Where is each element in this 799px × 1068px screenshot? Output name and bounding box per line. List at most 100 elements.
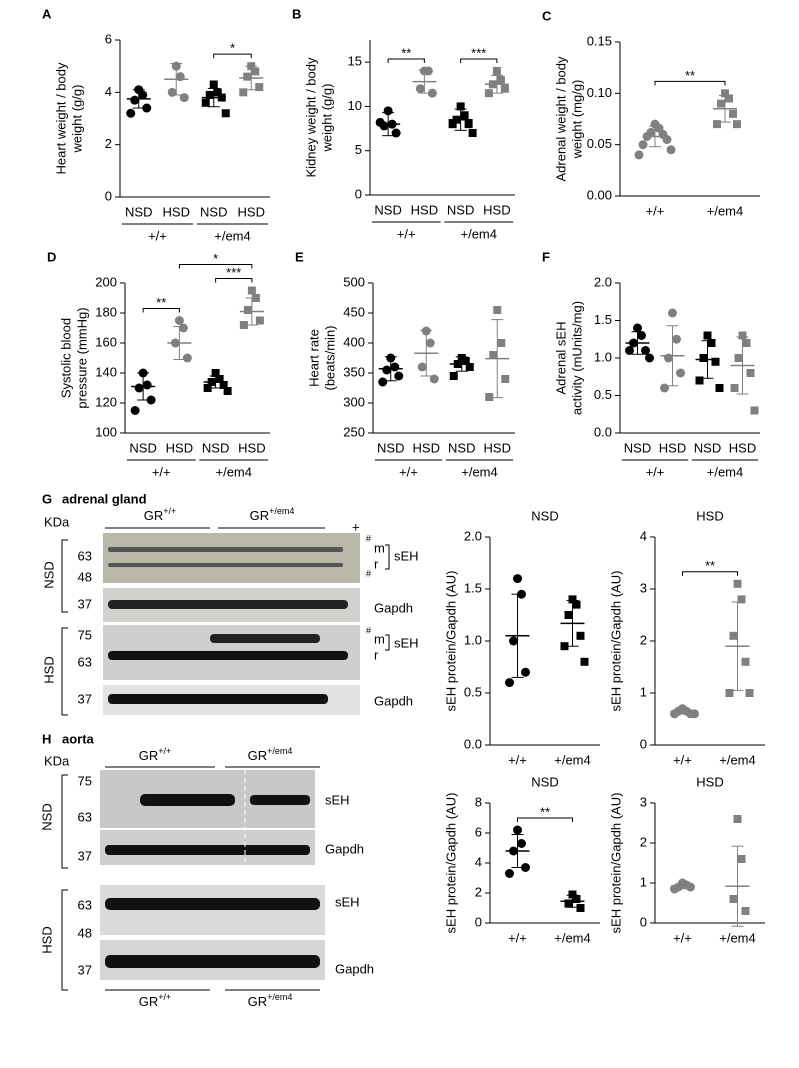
y-axis-label: sEH protein/Gapdh (AU) [443, 571, 458, 712]
y-tick-label: 250 [343, 424, 365, 439]
panel-letter: C [542, 8, 552, 23]
blot-panel-h: H aorta KDa GR+/+ GR+/em4 NSD 75 63 37 s… [39, 731, 374, 1009]
data-point [717, 99, 725, 108]
data-point [211, 369, 220, 377]
y-axis-label: Adrenal weight / body [553, 56, 568, 182]
data-point [505, 678, 514, 688]
data-point [560, 642, 569, 651]
data-point [394, 371, 404, 381]
group-label: +/em4 [216, 464, 253, 479]
bands [105, 794, 320, 968]
significance-bracket [517, 817, 573, 822]
band [105, 955, 320, 968]
kda-label: KDa [44, 514, 70, 529]
significance-bracket [387, 58, 425, 63]
y-tick-label: 4 [475, 854, 482, 869]
y-tick-label: 0.5 [464, 684, 482, 699]
genotype: +/em4 [267, 746, 292, 756]
data-point [134, 383, 144, 393]
data-point [375, 117, 385, 127]
data-point [461, 357, 470, 365]
y-tick-label: 3 [640, 794, 647, 809]
x-tick-label: HSD [166, 440, 193, 455]
y-tick-label: 1.5 [594, 312, 612, 327]
band-label: m [374, 631, 385, 646]
data-point [205, 90, 214, 99]
data-point [521, 863, 530, 872]
data-point [715, 384, 724, 392]
genotype: +/+ [158, 746, 171, 756]
y-tick-label: 350 [343, 364, 365, 379]
size-marker: 63 [78, 809, 92, 824]
x-tick-label: +/+ [673, 930, 692, 945]
data-point [468, 129, 477, 137]
data-point [142, 380, 152, 390]
protein-label: sEH [325, 792, 350, 807]
y-axis-label: sEH protein/Gapdh (AU) [608, 571, 623, 712]
data-point [509, 636, 518, 646]
y-tick-label: 0.05 [587, 136, 612, 151]
row-bracket [61, 889, 68, 991]
data-point [733, 579, 742, 588]
genotype: +/em4 [267, 992, 292, 1002]
y-tick-label: 0.10 [587, 85, 612, 100]
data-point [742, 339, 751, 347]
band-label: # [366, 533, 371, 543]
data-point [464, 120, 473, 129]
x-tick-label: HSD [238, 204, 265, 219]
data-point [641, 346, 650, 355]
x-tick-label: NSD [694, 440, 721, 455]
data-point [203, 384, 212, 392]
data-point [448, 120, 457, 129]
data-point [223, 387, 232, 395]
y-axis-label: sEH protein/Gapdh (AU) [443, 793, 458, 934]
gr: GR [250, 508, 270, 523]
positive-control: + [352, 519, 360, 534]
data-point [209, 80, 218, 89]
y-tick-label: 160 [95, 334, 117, 349]
group-label: +/em4 [461, 464, 498, 479]
y-tick-label: 6 [105, 31, 112, 46]
x-tick-label: +/em4 [554, 930, 591, 945]
y-tick-label: 1 [640, 684, 647, 699]
y-tick-label: 2.0 [594, 274, 612, 289]
y-tick-label: 2.0 [464, 528, 482, 543]
y-tick-label: 0 [355, 186, 362, 201]
panel-letter: A [42, 6, 52, 21]
group-label: +/+ [397, 226, 416, 241]
significance-label: ** [685, 68, 695, 83]
band-bracket [385, 544, 390, 570]
chart-title: HSD [696, 774, 723, 789]
y-tick-label: 5 [355, 142, 362, 157]
data-point [513, 574, 522, 584]
data-point [713, 120, 721, 129]
x-tick-label: NSD [129, 440, 156, 455]
panel-letter: F [542, 249, 550, 264]
x-tick-label: +/em4 [719, 930, 756, 945]
group-label: GR+/em4 [250, 506, 295, 523]
y-tick-label: 450 [343, 304, 365, 319]
data-point [741, 907, 750, 915]
size-marker: 63 [78, 548, 92, 563]
data-point [126, 108, 136, 118]
y-axis-label: Kidney weight / body [303, 57, 318, 177]
x-tick-label: HSD [659, 440, 686, 455]
y-tick-label: 2 [475, 884, 482, 899]
group-label: +/+ [148, 228, 167, 243]
data-point [572, 600, 581, 609]
band [105, 898, 320, 910]
data-point [729, 631, 738, 640]
data-point [572, 895, 581, 903]
data-point [425, 338, 435, 348]
y-tick-label: 0 [640, 736, 647, 751]
significance-label: ** [705, 558, 715, 573]
data-point [633, 323, 642, 333]
y-tick-label: 1.5 [464, 580, 482, 595]
group-label: +/em4 [707, 464, 744, 479]
data-point [429, 374, 439, 384]
x-tick-label: NSD [374, 202, 401, 217]
data-point [645, 353, 654, 363]
data-point [255, 316, 264, 325]
chart-title: HSD [696, 508, 723, 523]
data-point [201, 98, 210, 107]
